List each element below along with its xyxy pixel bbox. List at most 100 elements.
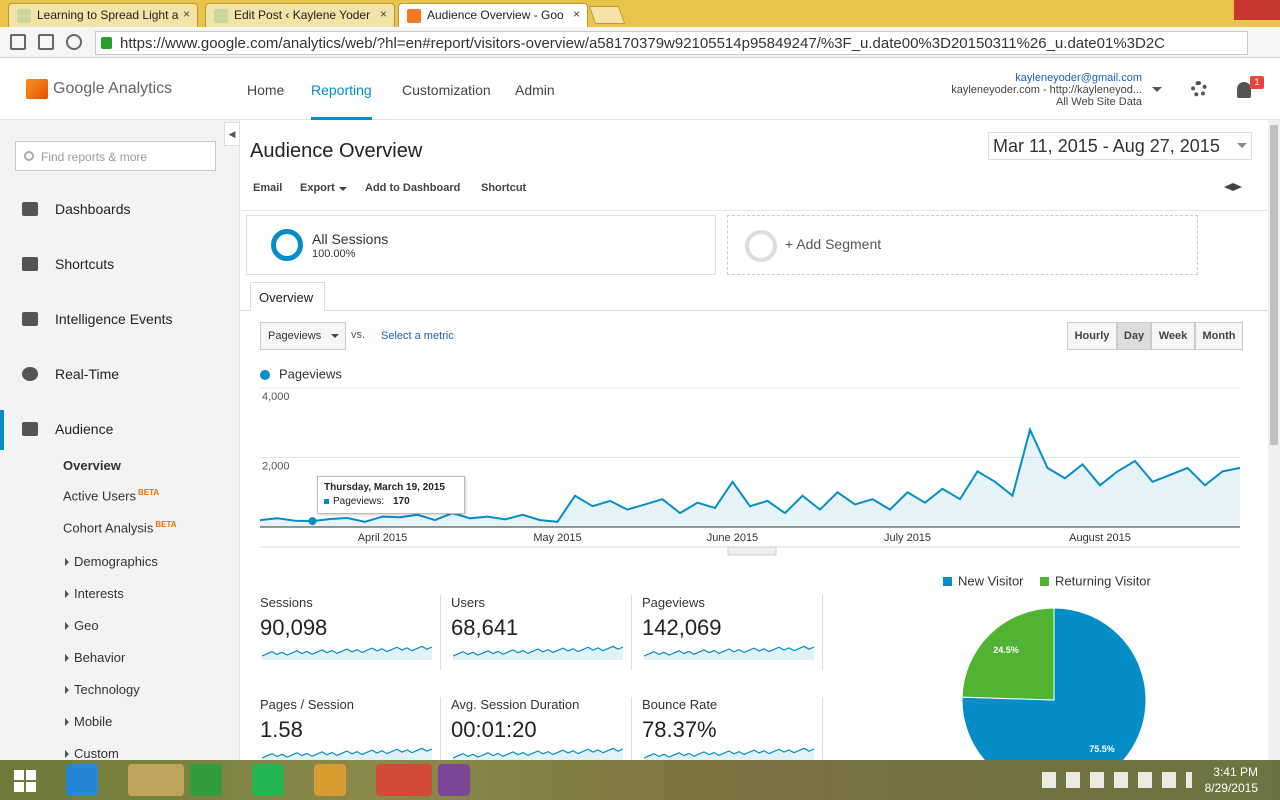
sidebar-item[interactable]: Real-Time (55, 366, 120, 382)
logo-text[interactable]: Google Analytics (53, 80, 173, 97)
date-range[interactable]: Mar 11, 2015 - Aug 27, 2015 (988, 132, 1252, 160)
sidebar-subitem[interactable]: Behavior (74, 650, 125, 665)
tab-close[interactable]: × (183, 7, 191, 21)
granularity-button[interactable]: Day (1117, 322, 1151, 350)
scrollbar[interactable] (1268, 120, 1280, 760)
url-text[interactable]: https://www.google.com/analytics/web/?hl… (120, 35, 1166, 52)
sidebar-subitem[interactable]: Active Users BETA (63, 488, 159, 503)
legend-label: Returning Visitor (1055, 573, 1152, 588)
sidebar-subitem[interactable]: Geo (74, 618, 99, 633)
metric-divider (440, 595, 441, 670)
account-email[interactable]: kayleneyoder@gmail.com (1015, 72, 1142, 84)
sidebar (0, 120, 240, 760)
metric-select[interactable]: Pageviews (260, 322, 346, 350)
settings-icon[interactable] (1191, 81, 1207, 97)
segment-box[interactable]: All Sessions 100.00% (246, 215, 716, 275)
sparkline-area (644, 646, 814, 660)
collapse-toggle[interactable]: ◀ (224, 122, 240, 146)
sidebar-subitem[interactable]: Demographics (74, 554, 158, 569)
sidebar-subitem[interactable]: Interests (74, 586, 124, 601)
metric-divider (631, 697, 632, 760)
tab-close[interactable]: × (573, 7, 581, 21)
granularity-button[interactable]: Week (1151, 322, 1195, 350)
legend-label: Pageviews (279, 366, 342, 381)
sidebar-subitem[interactable]: Custom (74, 746, 119, 761)
taskbar-app[interactable] (314, 764, 346, 796)
sidebar-icon (22, 312, 38, 326)
tab-close[interactable]: × (380, 7, 388, 21)
tooltip-label: Pageviews: (333, 496, 385, 507)
url-box[interactable] (95, 31, 1248, 55)
account-view[interactable]: All Web Site Data (1055, 96, 1142, 108)
notifications-icon[interactable] (1237, 82, 1251, 98)
sidebar-item[interactable]: Audience (55, 421, 114, 437)
action-button[interactable]: Email (253, 182, 283, 194)
taskbar-app[interactable] (252, 764, 284, 796)
taskbar-app[interactable] (66, 764, 98, 796)
sparkline-area (453, 646, 623, 660)
taskbar-app[interactable] (376, 764, 432, 796)
account-property[interactable]: kayleneyoder.com - http://kayleneyod... (951, 84, 1142, 96)
tray-icons[interactable] (1042, 772, 1192, 788)
scroll-thumb[interactable] (1270, 125, 1278, 445)
sparkline (453, 645, 623, 660)
learn-icon[interactable] (1224, 183, 1242, 191)
taskbar: 3:41 PM 8/29/2015 (0, 760, 1280, 800)
metric-value: 78.37% (642, 717, 717, 742)
sparkline-area (262, 748, 432, 762)
sidebar-subitem[interactable]: Technology (74, 682, 140, 697)
nav-item[interactable]: Customization (402, 82, 491, 98)
taskbar-app[interactable] (128, 764, 184, 796)
granularity-button[interactable]: Hourly (1067, 322, 1117, 350)
sidebar-subitem[interactable]: Cohort Analysis BETA (63, 520, 177, 535)
nav-underline (311, 117, 372, 120)
expand-arrow (65, 750, 73, 758)
search-box[interactable]: Find reports & more (15, 141, 216, 171)
action-button[interactable]: Shortcut (481, 182, 527, 194)
granularity-button[interactable]: Month (1195, 322, 1243, 350)
subitem-label: Geo (74, 618, 99, 633)
logo-icon[interactable] (26, 79, 48, 99)
browser-tab[interactable]: Learning to Spread Light a × (8, 3, 198, 27)
taskbar-app[interactable] (438, 764, 470, 796)
browser-tab[interactable]: Audience Overview - Goo × (398, 3, 588, 27)
x-tick-label: June 2015 (707, 532, 758, 544)
tab-icon (214, 9, 228, 23)
action-button[interactable]: Export (300, 182, 335, 194)
back-button[interactable] (10, 34, 26, 50)
close-button[interactable] (1234, 0, 1280, 20)
tooltip: Thursday, March 19, 2015 Pageviews: 170 (317, 476, 465, 514)
sparkline-area (453, 748, 623, 762)
tooltip-date: Thursday, March 19, 2015 (324, 482, 445, 493)
pie-chart: 75.5% New Visitor 24.5% Returning Visitor (943, 573, 1152, 760)
sidebar-item[interactable]: Dashboards (55, 201, 131, 217)
reload-button[interactable] (66, 34, 82, 50)
area (260, 429, 1240, 527)
sidebar-subitem[interactable]: Mobile (74, 714, 112, 729)
nav-item[interactable]: Reporting (311, 82, 372, 98)
sidebar-item[interactable]: Shortcuts (55, 256, 115, 272)
browser-tab[interactable]: Edit Post ‹ Kaylene Yoder × (205, 3, 395, 27)
subitem-label: Mobile (74, 714, 113, 729)
tab-line (240, 310, 1268, 311)
forward-button[interactable] (38, 34, 54, 50)
sidebar-icon (22, 422, 38, 436)
account-dropdown[interactable] (1152, 87, 1162, 97)
vs-label: vs. (351, 329, 366, 341)
action-button[interactable]: Add to Dashboard (365, 182, 461, 194)
clock-date[interactable]: 8/29/2015 (1204, 781, 1258, 795)
notification-badge[interactable]: 1 (1250, 76, 1264, 89)
nav-item[interactable]: Home (247, 82, 285, 98)
sidebar-item[interactable]: Intelligence Events (55, 311, 173, 327)
clock-time[interactable]: 3:41 PM (1213, 765, 1258, 779)
new-tab[interactable] (588, 6, 626, 24)
overview-tab[interactable]: Overview (250, 282, 325, 311)
taskbar-app[interactable] (190, 764, 222, 796)
select-metric-link[interactable]: Select a metric (381, 330, 454, 342)
nav-item[interactable]: Admin (515, 82, 555, 98)
sidebar-subitem[interactable]: Overview (63, 458, 121, 473)
add-segment-box[interactable]: + Add Segment (727, 215, 1198, 275)
tooltip-swatch (324, 499, 329, 504)
metric-value: 68,641 (451, 615, 519, 640)
start-button[interactable] (14, 770, 36, 792)
